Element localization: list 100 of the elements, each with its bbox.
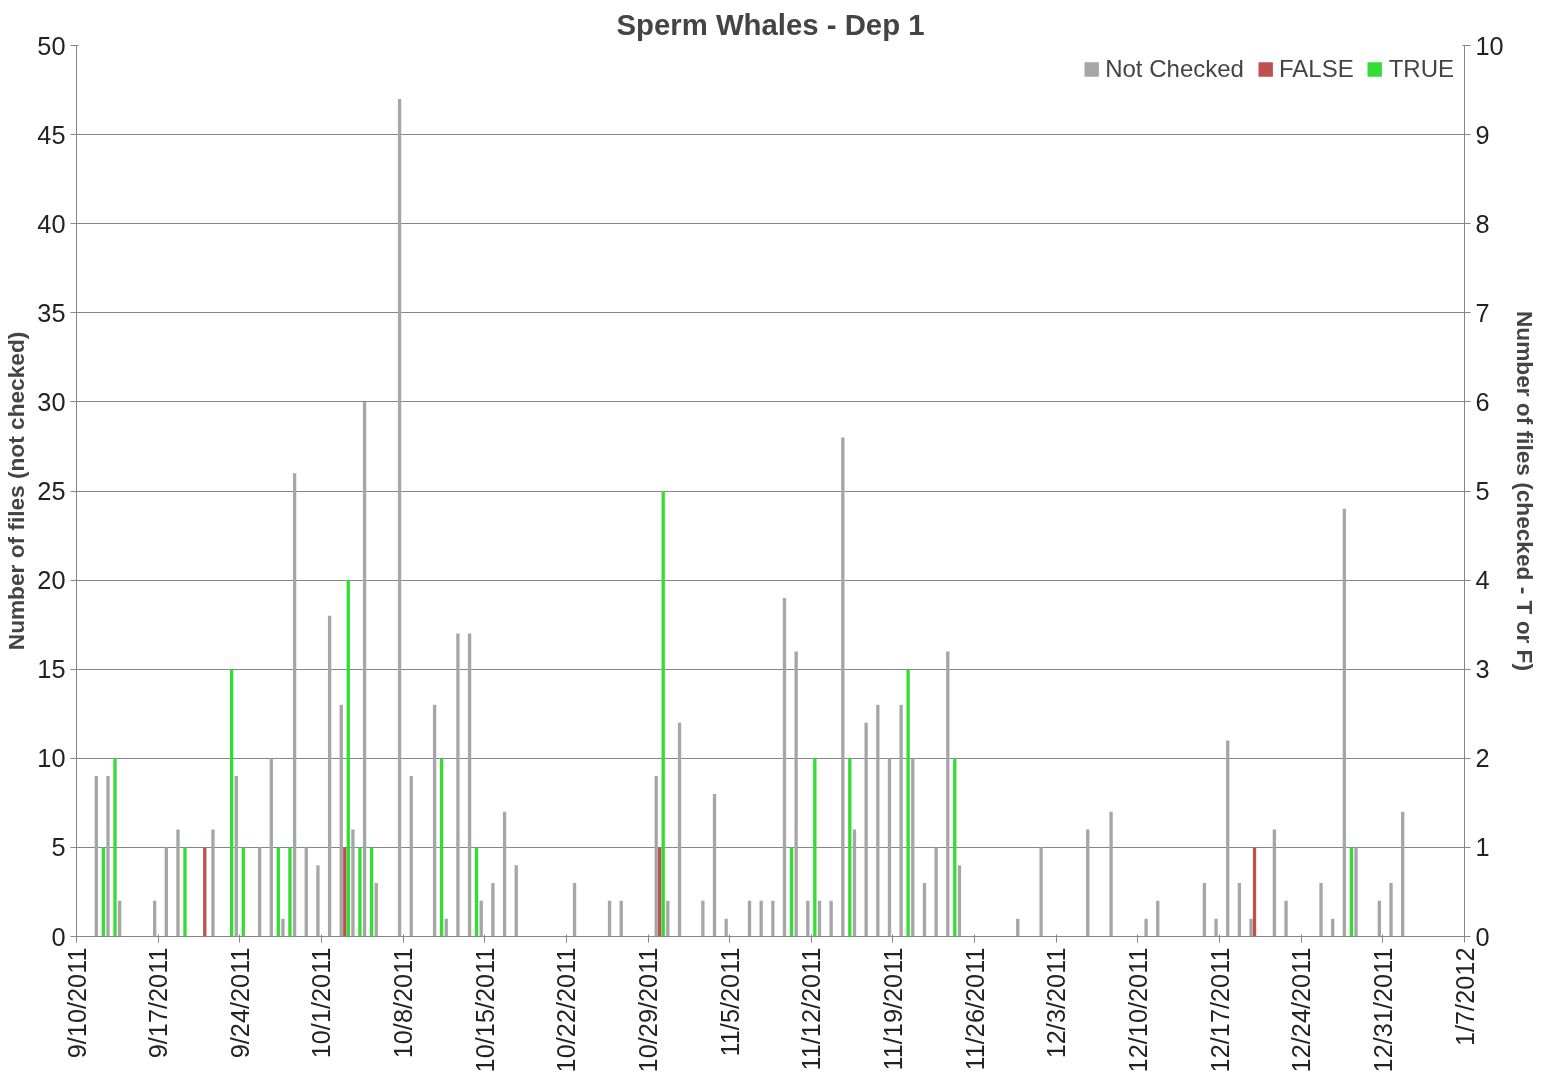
bar: [257, 847, 262, 937]
x-tick-label: 10/29/2011: [634, 947, 663, 1073]
bar: [211, 829, 215, 937]
y-tick-label: 45: [37, 120, 66, 149]
bar: [491, 883, 495, 937]
y-tick-label: 5: [51, 833, 66, 862]
bar: [316, 865, 320, 937]
bar: [953, 758, 957, 937]
bar: [276, 847, 280, 937]
x-tick-label: 9/24/2011: [225, 947, 254, 1059]
bar: [1226, 740, 1230, 937]
x-tick-label: 9/17/2011: [144, 947, 173, 1059]
bar: [946, 651, 950, 937]
bar: [292, 473, 297, 937]
bar: [304, 847, 308, 937]
y2-tick-label: 1: [1475, 833, 1490, 862]
y2-tick-label: 7: [1475, 298, 1490, 327]
y2-tick-label: 8: [1475, 209, 1490, 238]
x-tick-label: 12/17/2011: [1205, 947, 1234, 1073]
bar: [813, 758, 817, 937]
x-tick-label: 11/12/2011: [797, 947, 826, 1071]
bar: [327, 615, 332, 937]
legend-label: FALSE: [1278, 55, 1354, 83]
bar: [666, 900, 670, 937]
bar: [782, 597, 787, 937]
bar: [176, 829, 180, 937]
y-tick-label: 15: [37, 655, 66, 684]
bar: [841, 437, 845, 937]
bar: [456, 633, 460, 937]
x-tick-label: 11/5/2011: [715, 947, 744, 1057]
bar: [358, 847, 362, 937]
y-tick-label: 30: [37, 387, 66, 416]
bar: [269, 758, 273, 937]
bar: [1284, 900, 1288, 937]
bar: [661, 491, 665, 937]
bar: [183, 847, 187, 937]
y-axis-title: Number of files (not checked): [3, 331, 30, 651]
bar: [203, 847, 207, 937]
y2-tick-label: 3: [1475, 655, 1490, 684]
bar: [1144, 918, 1148, 937]
x-tick-label: 12/31/2011: [1368, 947, 1397, 1073]
chart-title: Sperm Whales - Dep 1: [616, 7, 925, 41]
y-tick-label: 40: [37, 209, 66, 238]
y-tick-label: 10: [37, 744, 66, 773]
bar: [1086, 829, 1090, 937]
bar: [474, 847, 479, 937]
x-tick-label: 10/1/2011: [307, 947, 336, 1059]
bar: [409, 776, 413, 937]
bar: [281, 918, 285, 937]
y2-tick-label: 2: [1475, 744, 1490, 773]
bar: [94, 776, 98, 937]
bar: [876, 704, 880, 937]
y2-axis-title: Number of files (checked - T or F): [1511, 310, 1538, 672]
x-tick-label: 12/10/2011: [1123, 947, 1152, 1073]
y2-tick-label: 5: [1475, 477, 1490, 505]
bar: [164, 847, 168, 937]
bar: [1109, 811, 1113, 937]
bar: [288, 847, 292, 937]
bar: [346, 580, 350, 937]
legend-label: Not Checked: [1105, 55, 1244, 83]
bar: [1319, 883, 1323, 937]
bar: [1342, 508, 1347, 937]
y-tick-label: 20: [37, 566, 66, 595]
y2-tick-label: 9: [1475, 120, 1490, 149]
bar: [514, 865, 518, 937]
bar: [789, 847, 794, 937]
legend-label: TRUE: [1388, 55, 1454, 83]
bar: [934, 847, 938, 937]
bar: [794, 651, 798, 937]
bar: [887, 758, 892, 937]
bar: [1401, 811, 1405, 937]
bar: [677, 722, 682, 937]
bar: [467, 633, 472, 937]
x-tick-label: 10/15/2011: [470, 947, 499, 1073]
bar: [1214, 918, 1218, 937]
bar: [1272, 829, 1277, 937]
bar: [712, 793, 717, 937]
y2-tick-label: 4: [1475, 566, 1490, 595]
bar: [339, 704, 343, 937]
y-tick-label: 50: [37, 31, 66, 60]
bar: [701, 900, 705, 937]
x-tick-label: 10/8/2011: [389, 947, 418, 1059]
bar: [899, 704, 903, 937]
bar: [362, 401, 367, 937]
x-tick-label: 11/19/2011: [878, 947, 907, 1071]
bar: [1249, 918, 1253, 937]
bar: [241, 847, 245, 937]
x-tick-label: 12/3/2011: [1042, 947, 1071, 1059]
bar: [1039, 847, 1043, 937]
y2-tick-label: 6: [1475, 387, 1490, 416]
bar: [1389, 883, 1393, 937]
x-tick-label: 11/26/2011: [960, 947, 989, 1071]
bar: [829, 900, 833, 937]
bar: [351, 829, 355, 937]
x-tick-label: 10/22/2011: [552, 947, 581, 1073]
bar: [113, 758, 117, 937]
bar: [864, 722, 868, 937]
bar: [1252, 847, 1257, 937]
bar: [397, 98, 402, 937]
y-tick-label: 35: [37, 298, 66, 327]
